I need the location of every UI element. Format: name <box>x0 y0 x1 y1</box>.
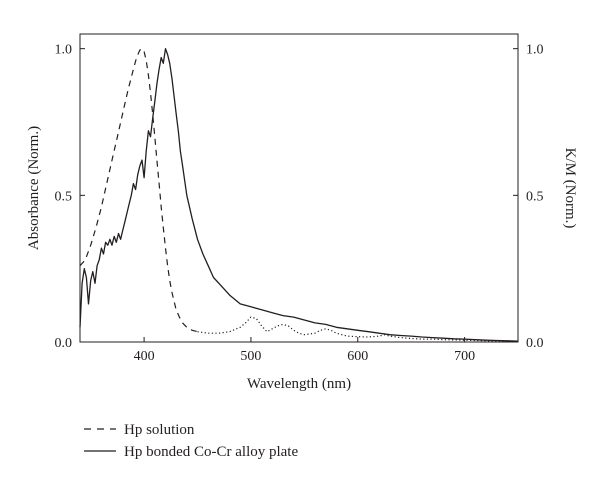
y-tick-label-right: 0.5 <box>526 189 544 204</box>
y-tick-label-left: 1.0 <box>55 43 73 58</box>
legend-label-hp-bonded-plate: Hp bonded Co-Cr alloy plate <box>124 444 298 460</box>
y-tick-label-left: 0.5 <box>55 189 73 204</box>
plot-frame <box>79 33 519 343</box>
series-line-hp-solution <box>79 48 198 333</box>
axes: 400 500 600 700 0.0 0.5 1.0 0.0 0.5 1.0 <box>55 43 544 364</box>
x-tick-label: 700 <box>454 349 475 364</box>
legend-item-hp-bonded-plate: Hp bonded Co-Cr alloy plate <box>84 444 298 460</box>
legend: Hp solution Hp bonded Co-Cr alloy plate <box>84 422 298 460</box>
x-tick-label: 500 <box>240 349 261 364</box>
y-tick-label-right: 0.0 <box>526 336 544 351</box>
y-tick-label-left: 0.0 <box>55 336 73 351</box>
y-tick-label-right: 1.0 <box>526 43 544 58</box>
series-line-hp-solution-tail <box>197 316 518 342</box>
legend-item-hp-solution: Hp solution <box>84 422 195 438</box>
legend-label-hp-solution: Hp solution <box>124 422 195 438</box>
y-axis-label-left: Absorbance (Norm.) <box>26 126 42 250</box>
x-axis-label: Wavelength (nm) <box>247 376 351 392</box>
series-line-hp-bonded-plate <box>79 48 519 342</box>
x-tick-label: 600 <box>347 349 368 364</box>
series-group <box>79 48 519 342</box>
y-axis-label-right: K/M (Norm.) <box>562 148 578 229</box>
x-tick-label: 400 <box>134 349 155 364</box>
